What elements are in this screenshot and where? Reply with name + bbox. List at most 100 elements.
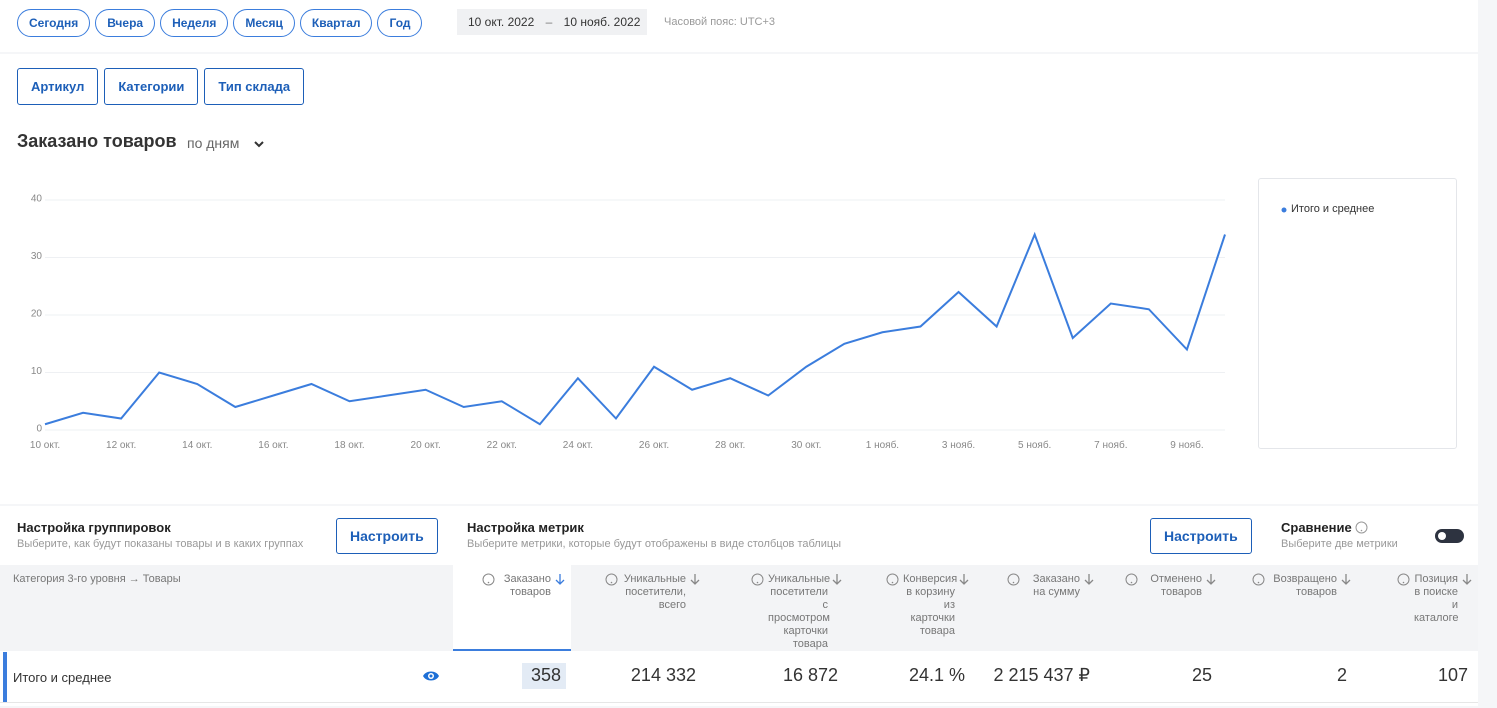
column-header: Уникальные посетители с просмотром карто… [768, 573, 831, 650]
active-column [453, 565, 571, 651]
period-button[interactable]: Сегодня [17, 9, 91, 37]
column-header: Заказано товаров [503, 573, 551, 598]
help-icon [482, 573, 495, 586]
sort-arrow[interactable] [959, 573, 969, 586]
column-header: Конверсия в корзину из карточки товара [903, 573, 958, 637]
help-icon [751, 573, 764, 586]
table-cell: 358 [530, 665, 561, 685]
sort-arrow[interactable] [1462, 573, 1472, 586]
chart: 0 10 20 30 40 10 окт. 12 окт. 14 окт. 16 окт. 18 … [30, 194, 1226, 451]
help-icon [1125, 573, 1138, 586]
sort-arrow[interactable] [555, 573, 565, 586]
period-button[interactable]: Месяц [233, 9, 295, 37]
table-header [0, 565, 1478, 651]
table-row [0, 652, 1478, 703]
help-icon [1355, 521, 1368, 534]
x-tick-label: 9 нояб. [1170, 439, 1203, 451]
grouping-title: Настройка группировок [17, 520, 171, 535]
x-tick-label: 12 окт. [106, 440, 136, 451]
y-tick-label: 10 [31, 366, 43, 377]
table-cell: 25 [1191, 665, 1212, 685]
line [44, 231, 1226, 426]
column-header: Возвращено товаров [1273, 573, 1337, 598]
x-tick-label: 20 окт. [411, 440, 441, 451]
x-tick-label: 22 окт. [487, 440, 517, 451]
metrics-desc: Выберите метрики, которые будут отображе… [467, 538, 842, 550]
comparison-toggle[interactable] [1435, 529, 1464, 543]
y-tick-label: 20 [31, 309, 43, 320]
sort-arrow[interactable] [1341, 573, 1351, 586]
sort-arrow[interactable] [1084, 573, 1094, 586]
help-icon [1007, 573, 1020, 586]
metrics-title: Настройка метрик [467, 520, 584, 535]
cell-highlight [522, 663, 566, 689]
chart-title: Заказано товаров [17, 131, 177, 151]
x-tick-label: 14 окт. [182, 440, 212, 451]
column-header: Уникальные посетители, всего [623, 573, 686, 611]
legend-marker [1281, 207, 1287, 213]
toggle-knob [1438, 532, 1446, 540]
group-button[interactable]: Артикул [17, 68, 99, 105]
row-marker [3, 652, 7, 702]
period-button[interactable]: Вчера [95, 9, 156, 37]
x-tick-label: 30 окт. [791, 440, 821, 451]
column-header: Отменено товаров [1150, 573, 1202, 598]
y-tick-label: 0 [36, 424, 42, 435]
legend-label: Итого и среднее [1291, 203, 1375, 215]
y-tick-label: 40 [31, 194, 43, 205]
period-select[interactable]: по дням [187, 135, 265, 151]
group-button[interactable]: Тип склада [204, 68, 305, 105]
sort-arrow[interactable] [1206, 573, 1216, 586]
date-from: 10 окт. 2022 [468, 15, 535, 29]
x-tick-label: 16 окт. [258, 440, 288, 451]
filter-bar: Сегодня Вчера Неделя Месяц Квартал Год 10 окт… [0, 0, 1478, 52]
table-cell: 2 [1336, 665, 1347, 685]
metrics-button[interactable]: Настроить [1150, 518, 1252, 554]
group-buttons: Артикул Категории Тип склада [17, 68, 310, 105]
period-button[interactable]: Квартал [299, 9, 373, 37]
help-icon [605, 573, 618, 586]
date-to: 10 нояб. 2022 [563, 15, 641, 29]
grouping-button[interactable]: Настроить [336, 518, 438, 554]
row-label: Итого и среднее [13, 670, 112, 685]
x-tick-label: 28 окт. [715, 440, 745, 451]
period-button[interactable]: Год [377, 9, 423, 37]
table-cell: 24.1 % [908, 665, 965, 685]
help-icon [886, 573, 899, 586]
x-tick-label: 3 нояб. [942, 439, 975, 451]
table-cell: 2 215 437 ₽ [993, 665, 1090, 685]
sort-arrow[interactable] [832, 573, 842, 586]
table-cell: 107 [1437, 665, 1468, 685]
comparison-label: Сравнение [1281, 520, 1352, 535]
period-pills: Сегодня Вчера Неделя Месяц Квартал Год [17, 9, 427, 37]
x-tick-label: 10 окт. [30, 440, 60, 451]
column-header: Заказано на сумму [1032, 573, 1080, 598]
column-header: Категория 3-го уровня → Товары [13, 573, 181, 585]
comparison-desc: Выберите две метрики [1281, 538, 1398, 550]
help-icon [1397, 573, 1410, 586]
x-tick-label: 7 нояб. [1094, 439, 1127, 451]
x-tick-label: 26 окт. [639, 440, 669, 451]
x-tick-label: 18 окт. [334, 440, 364, 451]
x-tick-label: 24 окт. [563, 440, 593, 451]
group-button[interactable]: Категории [104, 68, 199, 105]
eye-icon[interactable] [422, 669, 440, 683]
help-icon [1252, 573, 1265, 586]
table-cell: 214 332 [630, 665, 696, 685]
x-tick-label: 5 нояб. [1018, 439, 1051, 451]
x-tick-label: 1 нояб. [866, 439, 899, 451]
table-cell: 16 872 [782, 665, 838, 685]
date-range[interactable]: 10 окт. 2022 – 10 нояб. 2022 [457, 9, 647, 35]
chevron [254, 141, 264, 148]
sort-arrow[interactable] [690, 573, 700, 586]
chart-panel: Артикул Категории Тип склада Заказано това… [0, 54, 1478, 504]
grouping-desc: Выберите, как будут показаны товары и в … [17, 538, 304, 550]
period-select-label: по дням [187, 135, 240, 151]
y-tick-label: 30 [31, 251, 43, 262]
comparison-title: Сравнение [1281, 520, 1368, 535]
legend: Итого и среднее [1258, 178, 1457, 449]
date-sep: – [545, 15, 553, 29]
period-button[interactable]: Неделя [160, 9, 229, 37]
timezone: Часовой пояс: UTC+3 [664, 16, 776, 28]
